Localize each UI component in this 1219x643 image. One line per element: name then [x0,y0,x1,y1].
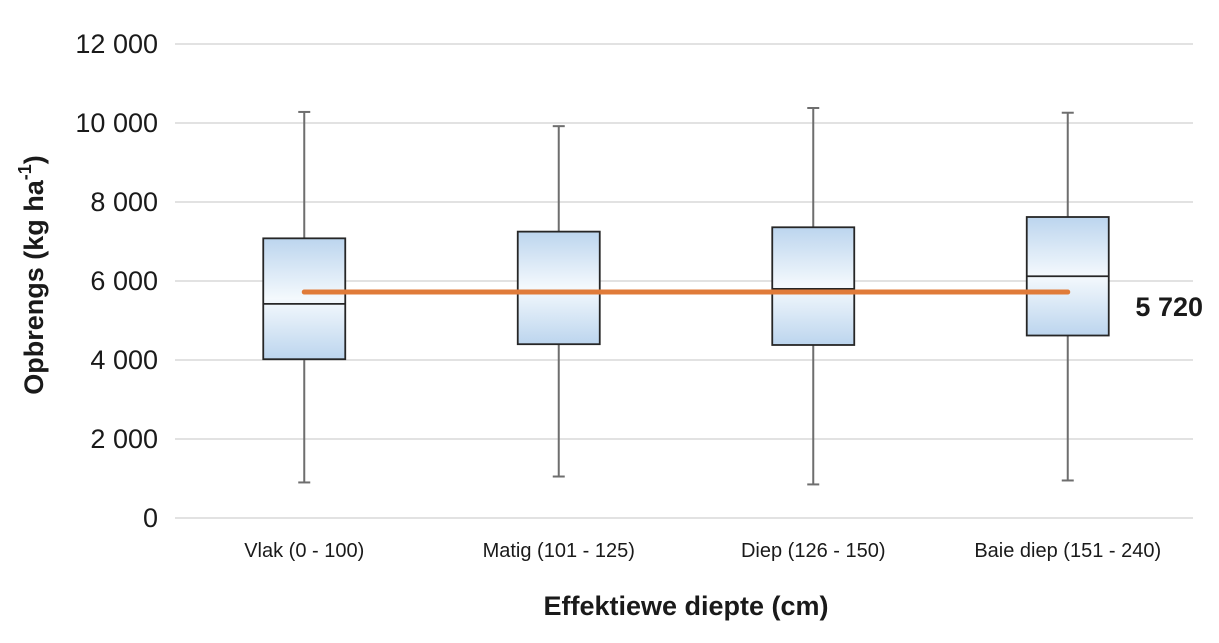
y-tick-label: 12 000 [75,29,158,59]
y-axis-ticks: 0 2 000 4 000 6 000 8 000 10 000 12 000 [75,29,158,533]
reference-line-label: 5 720 [1135,292,1203,322]
box-group [262,110,347,484]
x-category-label: Vlak (0 - 100) [244,540,364,562]
y-axis-title-superscript: -1 [15,164,35,180]
box-iqr [516,230,601,346]
box-iqr [771,226,856,346]
y-axis-title-close: ) [19,155,49,164]
box-group [1025,111,1110,482]
box-group [516,125,601,478]
box-iqr [262,237,347,361]
x-axis-title: Effektiewe diepte (cm) [543,591,828,621]
x-axis-categories: Vlak (0 - 100) Matig (101 - 125) Diep (126… [244,540,1161,562]
y-axis-title: Opbrengs (kg ha-1) [15,155,49,395]
y-tick-label: 0 [143,503,158,533]
x-category-label: Diep (126 - 150) [741,540,886,562]
y-axis-title-main: Opbrengs (kg ha [19,179,49,395]
y-tick-label: 8 000 [90,187,158,217]
reference-line-group: 5 720 [301,289,1203,322]
x-category-label: Baie diep (151 - 240) [974,540,1161,562]
box-group [771,106,856,486]
y-tick-label: 6 000 [90,266,158,296]
boxes [262,106,1110,486]
y-tick-label: 10 000 [75,108,158,138]
y-tick-label: 2 000 [90,424,158,454]
x-category-label: Matig (101 - 125) [483,540,635,562]
y-tick-label: 4 000 [90,345,158,375]
